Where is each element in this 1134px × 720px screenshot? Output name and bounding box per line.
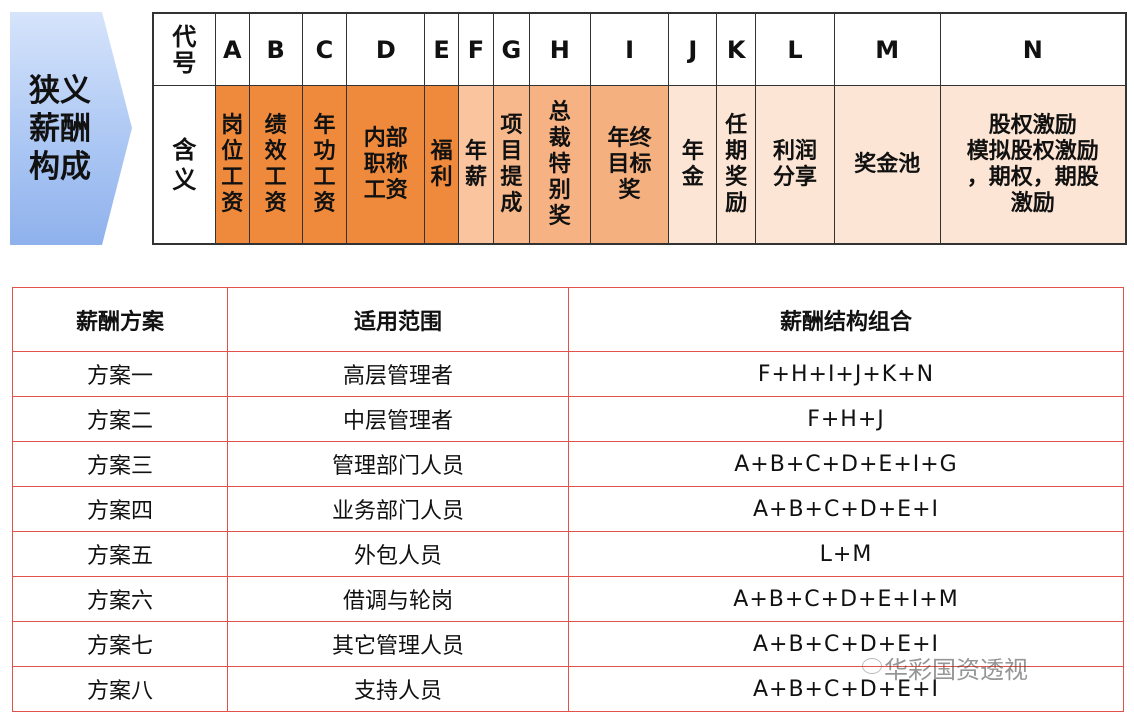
plan-cell: 方案六 [12,576,228,622]
scope-cell: 高层管理者 [227,351,569,397]
watermark: 华彩国资透视 [884,656,1028,684]
meaning-cell: 利润 分享 [756,86,834,243]
code-cell: F [459,14,493,86]
table-row: 方案二 中层管理者 F+H+J [12,396,1124,442]
plan-table: 薪酬方案 适用范围 薪酬结构组合 方案一 高层管理者 F+H+I+J+K+N 方案二中… [12,287,1124,712]
structure-cell: A+B+C+D+E+I [568,666,1124,712]
table-row: 方案四 业务部门人员 A+B+C+D+E+I [12,486,1124,532]
code-cell: M [834,14,940,86]
side-label: 狭义 薪酬 构成 [29,72,91,185]
scope-cell: 管理部门人员 [227,441,569,487]
code-cell: H [529,14,590,86]
label-column: 代 号 含 义 [154,14,216,243]
plan-cell: 方案二 [12,396,228,442]
meaning-cell: 项 目 提 成 [493,86,529,243]
header-plan: 薪酬方案 [12,287,228,352]
scope-cell: 其它管理人员 [227,621,569,667]
plan-cell: 方案一 [12,351,228,397]
code-cell: G [493,14,529,86]
structure-cell: A+B+C+D+E+I+M [568,576,1124,622]
structure-cell: A+B+C+D+E+I [568,621,1124,667]
plan-cell: 方案四 [12,486,228,532]
column-d: D 内部 职称 工资 [347,14,426,243]
table-row: 方案五 外包人员 L+M [12,531,1124,577]
meaning-header: 含 义 [172,135,197,194]
scope-cell: 外包人员 [227,531,569,577]
code-cell: N [940,14,1125,86]
column-i: I 年终 目标 奖 [590,14,670,243]
structure-cell: A+B+C+D+E+I+G [568,441,1124,487]
meaning-cell: 年 功 工 资 [302,86,347,243]
code-cell: A [215,14,249,86]
meaning-cell: 奖金池 [834,86,940,243]
column-m: M 奖金池 [834,14,941,243]
meaning-cell: 年终 目标 奖 [590,86,669,243]
code-cell: B [249,14,302,86]
meaning-cell: 年 薪 [459,86,493,243]
meaning-cell: 股权激励 模拟股权激励 ，期权，期股 激励 [940,86,1125,243]
structure-cell: F+H+I+J+K+N [568,351,1124,397]
code-cell: I [590,14,669,86]
scope-cell: 中层管理者 [227,396,569,442]
meaning-cell: 福 利 [425,86,459,243]
header-structure: 薪酬结构组合 [568,287,1124,352]
structure-cell: F+H+J [568,396,1124,442]
table-row: 方案三 管理部门人员 A+B+C+D+E+I+G [12,441,1124,487]
code-cell: E [425,14,459,86]
scope-cell: 业务部门人员 [227,486,569,532]
code-cell: C [302,14,347,86]
table-row: 方案六 借调与轮岗 A+B+C+D+E+I+M [12,576,1124,622]
table-row: 方案八 支持人员 A+B+C+D+E+I [12,666,1124,712]
code-cell: K [717,14,756,86]
code-cell: J [669,14,717,86]
scope-cell: 支持人员 [227,666,569,712]
meaning-cell: 内部 职称 工资 [347,86,425,243]
wechat-icon [862,658,882,674]
plan-cell: 方案七 [12,621,228,667]
scope-cell: 借调与轮岗 [227,576,569,622]
header-scope: 适用范围 [227,287,569,352]
column-n: N 股权激励 模拟股权激励 ，期权，期股 激励 [940,14,1125,243]
meaning-cell: 总 裁 特 别 奖 [529,86,590,243]
code-cell: L [756,14,834,86]
meaning-cell: 岗 位 工 资 [215,86,249,243]
column-l: L 利润 分享 [756,14,835,243]
code-header: 代 号 [154,14,215,86]
table-row: 方案七 其它管理人员 A+B+C+D+E+I [12,621,1124,667]
code-cell: D [347,14,425,86]
plan-cell: 方案三 [12,441,228,487]
table-row: 方案一 高层管理者 F+H+I+J+K+N [12,351,1124,397]
structure-cell: A+B+C+D+E+I [568,486,1124,532]
narrow-compensation-arrow: 狭义 薪酬 构成 [10,12,132,245]
plan-cell: 方案五 [12,531,228,577]
meaning-cell: 绩 效 工 资 [249,86,302,243]
meaning-cell: 年 金 [669,86,717,243]
structure-cell: L+M [568,531,1124,577]
meaning-cell: 任 期 奖 励 [717,86,756,243]
plan-cell: 方案八 [12,666,228,712]
